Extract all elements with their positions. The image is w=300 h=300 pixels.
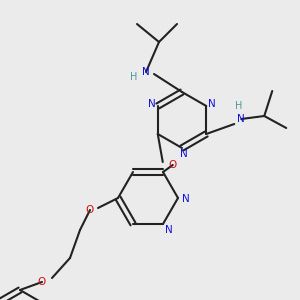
Text: O: O (169, 160, 177, 170)
Text: H: H (130, 72, 138, 82)
Text: N: N (208, 99, 216, 109)
Text: N: N (165, 225, 173, 235)
Text: O: O (86, 205, 94, 215)
Text: N: N (180, 149, 188, 159)
Text: N: N (182, 194, 190, 204)
Text: H: H (235, 101, 242, 111)
Text: N: N (237, 114, 245, 124)
Text: O: O (38, 277, 46, 287)
Text: N: N (142, 67, 150, 77)
Text: N: N (148, 99, 156, 109)
